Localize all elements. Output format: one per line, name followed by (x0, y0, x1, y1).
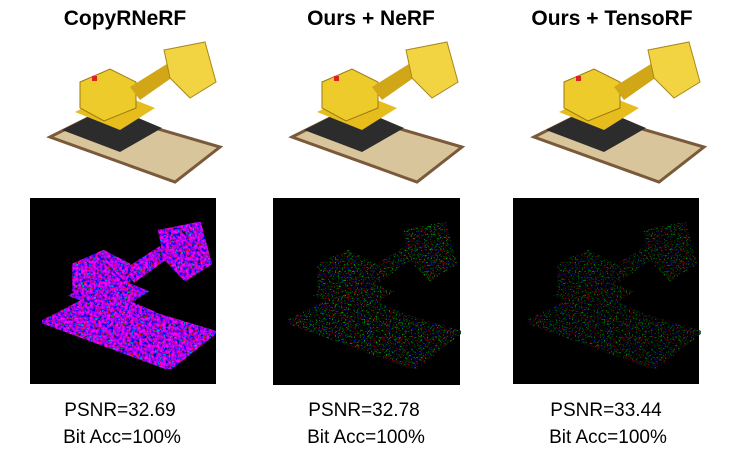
psnr-label: PSNR=33.44 (550, 400, 662, 421)
column-title: Ours + TensoRF (531, 7, 692, 30)
rendered-image (48, 40, 222, 184)
column-title: CopyRNeRF (64, 7, 187, 30)
psnr-label: PSNR=32.78 (308, 400, 419, 421)
bit-acc-label: Bit Acc=100% (307, 427, 425, 448)
rendered-image (290, 40, 464, 184)
difference-map (273, 198, 463, 385)
bit-acc-label: Bit Acc=100% (549, 427, 667, 448)
psnr-label: PSNR=32.69 (64, 400, 175, 421)
bit-acc-label: Bit Acc=100% (63, 427, 181, 448)
difference-map (30, 198, 218, 384)
column-title: Ours + NeRF (307, 7, 435, 30)
rendered-image (532, 40, 706, 184)
difference-map (513, 198, 703, 384)
